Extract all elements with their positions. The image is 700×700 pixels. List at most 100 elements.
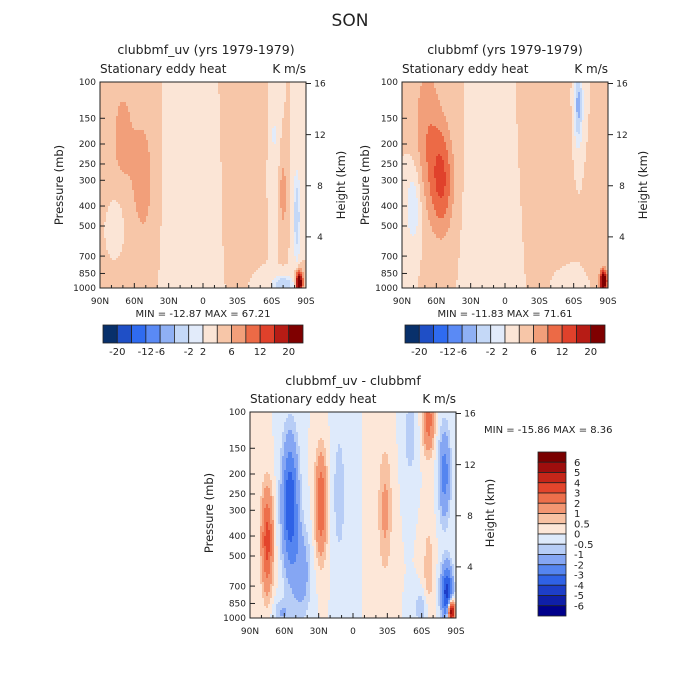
contour-cell: [218, 150, 221, 153]
contour-cell: [200, 152, 203, 155]
contour-cell: [236, 170, 239, 173]
contour-cell: [174, 148, 177, 151]
contour-cell: [256, 158, 259, 161]
contour-cell: [292, 100, 295, 103]
contour-cell: [238, 88, 241, 91]
contour-cell: [284, 120, 287, 123]
contour-cell: [260, 160, 263, 163]
contour-cell: [260, 128, 263, 131]
contour-cell: [192, 88, 195, 91]
contour-cell: [288, 118, 291, 121]
contour-cell: [188, 152, 191, 155]
contour-cell: [108, 146, 111, 149]
contour-cell: [148, 156, 151, 159]
contour-cell: [294, 138, 297, 141]
contour-cell: [282, 114, 285, 117]
contour-cell: [240, 122, 243, 125]
contour-cell: [132, 136, 135, 139]
contour-cell: [242, 152, 245, 155]
contour-cell: [214, 166, 217, 169]
contour-cell: [222, 104, 225, 107]
contour-cell: [284, 174, 287, 177]
contour-cell: [112, 126, 115, 129]
contour-cell: [130, 114, 133, 117]
contour-cell: [138, 134, 141, 137]
contour-cell: [162, 158, 165, 161]
contour-cell: [112, 148, 115, 151]
contour-cell: [254, 156, 257, 159]
contour-cell: [150, 152, 153, 155]
contour-cell: [224, 106, 227, 109]
contour-cell: [298, 162, 301, 165]
contour-cell: [282, 124, 285, 127]
contour-cell: [242, 124, 245, 127]
contour-cell: [302, 162, 305, 165]
contour-cell: [128, 154, 131, 157]
contour-cell: [146, 176, 149, 179]
contour-cell: [286, 128, 289, 131]
contour-cell: [232, 102, 235, 105]
contour-cell: [158, 158, 161, 161]
contour-cell: [260, 176, 263, 179]
contour-cell: [238, 100, 241, 103]
contour-cell: [144, 146, 147, 149]
contour-cell: [102, 98, 105, 101]
contour-cell: [114, 114, 117, 117]
contour-cell: [152, 106, 155, 109]
contour-cell: [230, 154, 233, 157]
contour-cell: [108, 176, 111, 179]
contour-cell: [130, 120, 133, 123]
contour-cell: [292, 114, 295, 117]
contour-cell: [188, 124, 191, 127]
contour-cell: [198, 120, 201, 123]
contour-cell: [184, 142, 187, 145]
contour-cell: [250, 148, 253, 151]
contour-cell: [272, 146, 275, 149]
contour-cell: [142, 130, 145, 133]
contour-cell: [264, 144, 267, 147]
contour-cell: [166, 92, 169, 95]
contour-cell: [252, 104, 255, 107]
contour-cell: [248, 96, 251, 99]
contour-cell: [236, 134, 239, 137]
contour-cell: [152, 120, 155, 123]
contour-cell: [300, 176, 303, 179]
contour-cell: [112, 122, 115, 125]
contour-cell: [174, 164, 177, 167]
contour-cell: [190, 154, 193, 157]
contour-cell: [118, 92, 121, 95]
contour-cell: [206, 116, 209, 119]
contour-cell: [224, 168, 227, 171]
contour-cell: [206, 120, 209, 123]
contour-cell: [110, 146, 113, 149]
contour-cell: [222, 176, 225, 179]
contour-cell: [106, 92, 109, 95]
contour-cell: [172, 122, 175, 125]
contour-cell: [228, 176, 231, 179]
contour-cell: [156, 114, 159, 117]
contour-cell: [114, 132, 117, 135]
contour-cell: [160, 100, 163, 103]
contour-cell: [126, 156, 129, 159]
contour-cell: [154, 154, 157, 157]
contour-cell: [190, 168, 193, 171]
contour-cell: [246, 168, 249, 171]
contour-cell: [112, 130, 115, 133]
contour-cell: [266, 130, 269, 133]
contour-cell: [150, 142, 153, 145]
contour-cell: [282, 134, 285, 137]
contour-cell: [200, 150, 203, 153]
contour-cell: [178, 96, 181, 99]
contour-cell: [148, 134, 151, 137]
contour-cell: [196, 126, 199, 129]
contour-cell: [250, 86, 253, 89]
contour-cell: [278, 84, 281, 87]
contour-cell: [156, 138, 159, 141]
contour-cell: [182, 88, 185, 91]
contour-cell: [254, 122, 257, 125]
contour-cell: [222, 96, 225, 99]
contour-cell: [270, 134, 273, 137]
contour-cell: [178, 108, 181, 111]
contour-cell: [190, 122, 193, 125]
contour-cell: [298, 164, 301, 167]
